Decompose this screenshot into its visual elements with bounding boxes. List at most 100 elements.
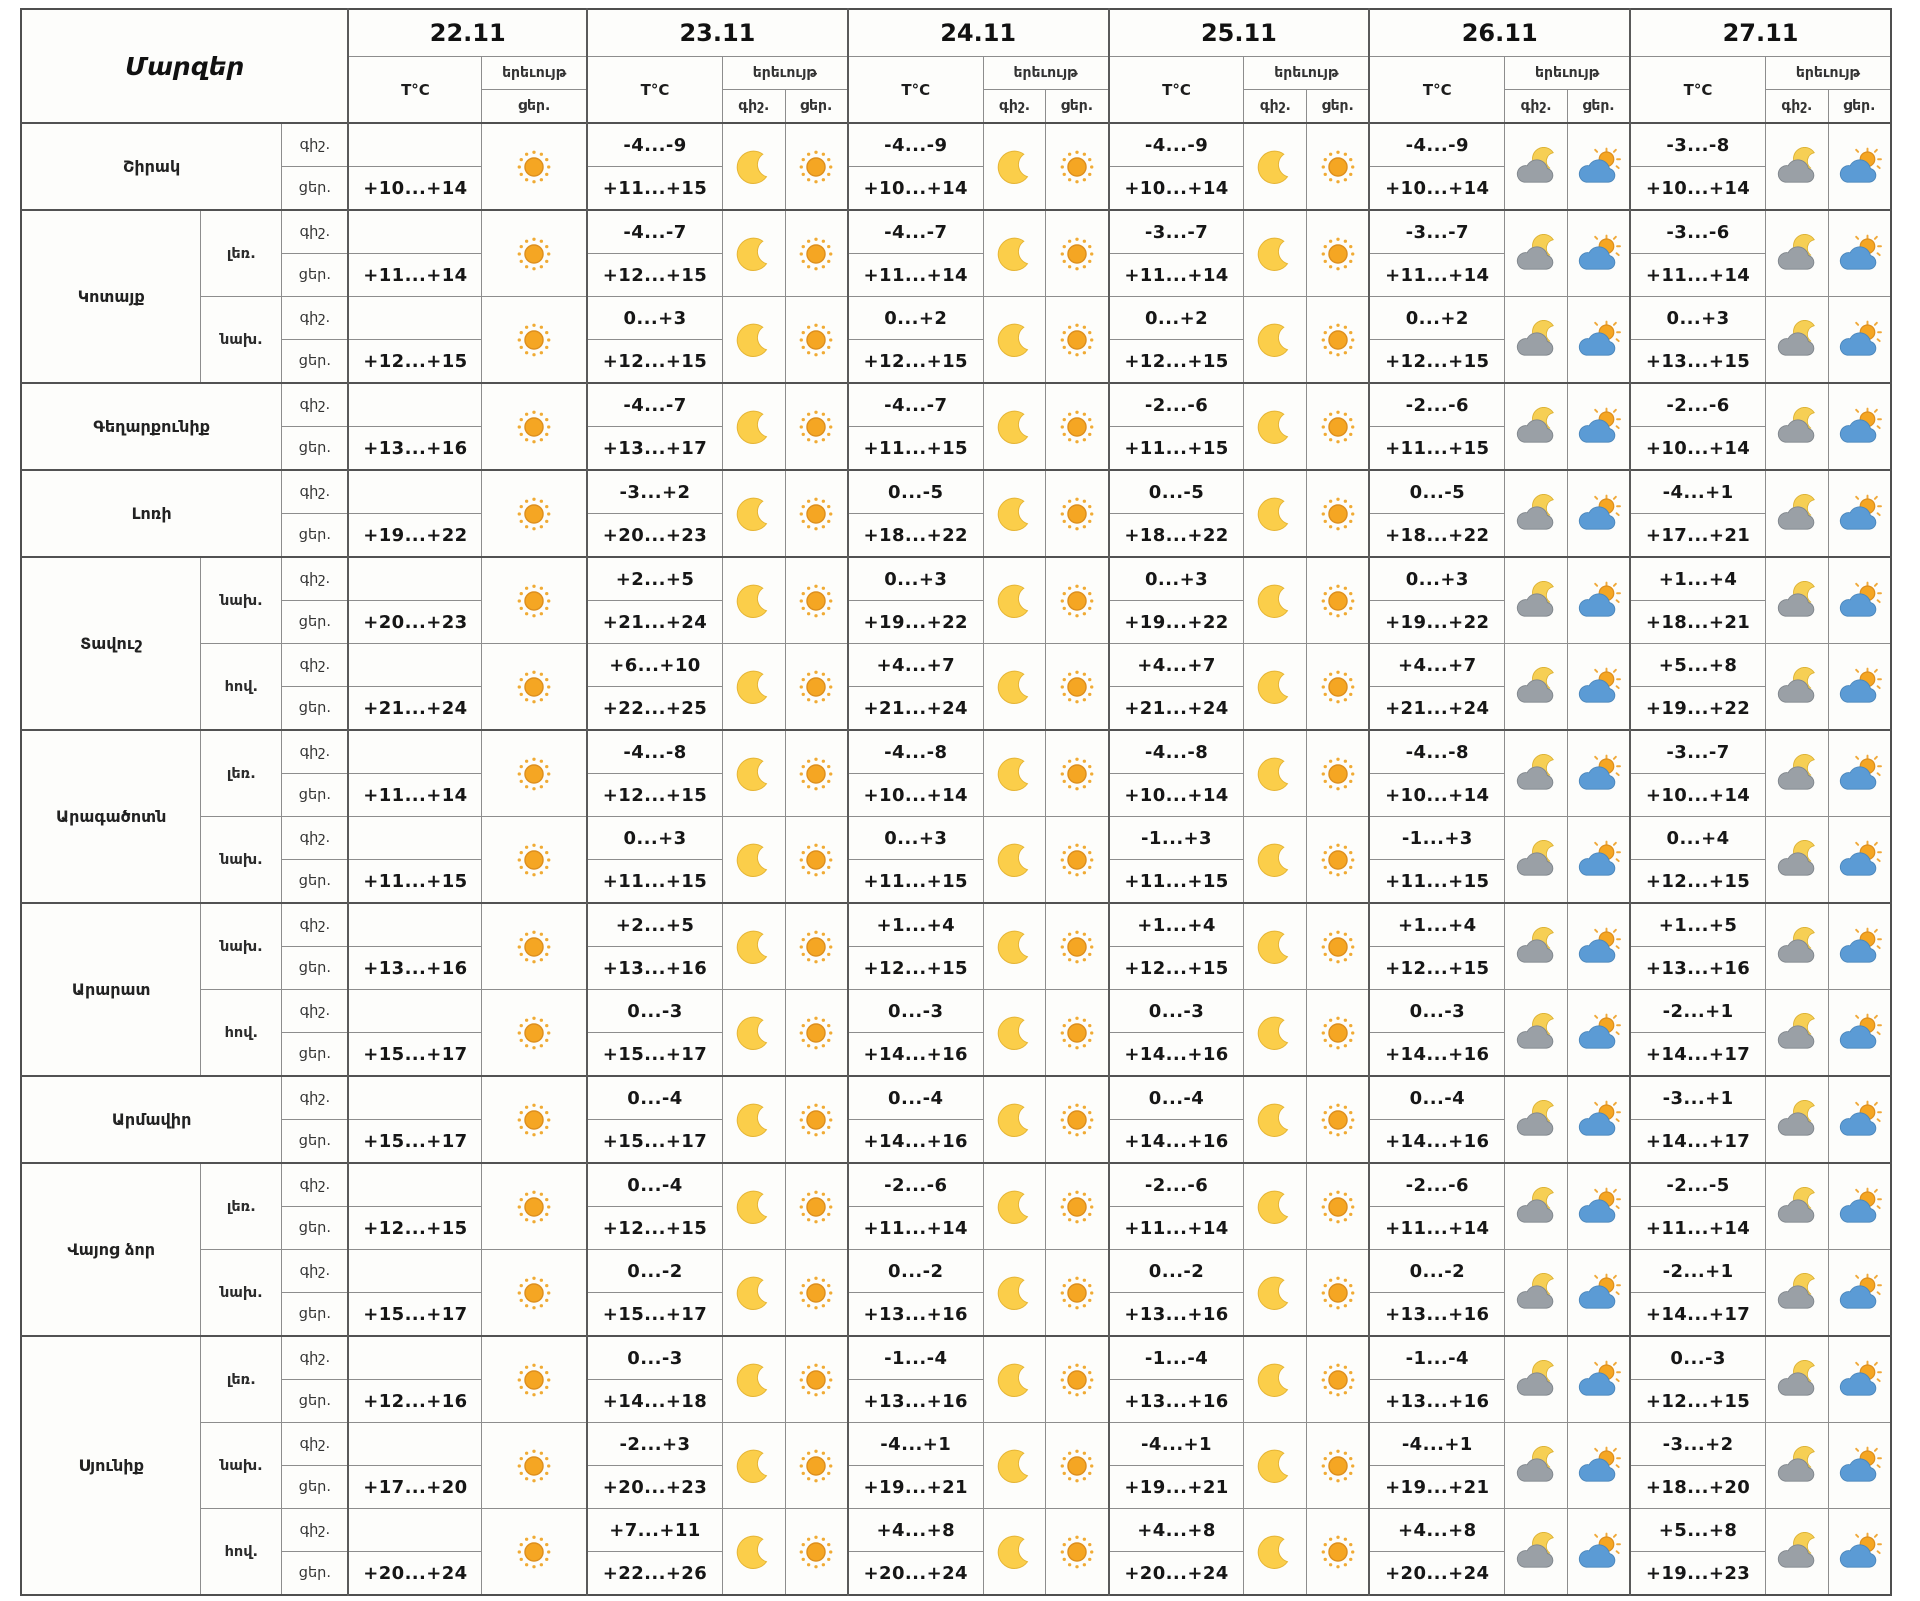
day-temp-cell: +15...+17 (586, 1292, 723, 1337)
phenomenon-cell (982, 469, 1047, 558)
cloud-moon-icon (1774, 927, 1820, 967)
phenomenon-cell (1566, 122, 1631, 211)
sun-icon (514, 408, 554, 446)
temp-header: T°C (1629, 56, 1767, 124)
day-temp-cell: +13...+16 (846, 1292, 984, 1337)
moon-icon (734, 408, 774, 446)
forecast-row-night: նախ. գիշ. 0...+3 0...+3 -1...+3 -1...+3 0...+… (21, 816, 1892, 904)
night-temp-cell (347, 1508, 483, 1552)
forecast-row-night: Արմավիր գիշ. 0...-4 0...-4 0...-4 0...-4 -3..… (20, 1075, 1892, 1164)
phenomenon-cell (1306, 816, 1370, 904)
day-temp-cell: +11...+14 (1107, 1206, 1245, 1250)
forecast-row-night: Կոտայք լեռ. գիշ. -4...-7 -4...-7 -3...-7 -3..… (20, 209, 1892, 384)
cloud-moon-icon (1513, 667, 1559, 707)
temp-header: T°C (846, 56, 984, 124)
forecast-tbody: Շիրակ գիշ. -4...-9 -4...-9 -4...-9 -4...-9 -3… (20, 122, 1892, 1596)
phenomenon-cell (721, 1075, 786, 1164)
day-temp-cell: +17...+20 (347, 1465, 483, 1509)
cloud-moon-icon (1513, 234, 1559, 274)
night-temp-cell: 0...-4 (1368, 1075, 1506, 1120)
day-temp-cell: +20...+24 (1368, 1551, 1506, 1596)
moon-icon (1255, 495, 1295, 533)
forecast-row-day: ցեր. +13...+16 +13...+16 +12...+15 +12...+15… (21, 946, 1891, 990)
night-col-header: գիշ. (721, 89, 786, 124)
sun-icon (514, 1533, 554, 1571)
phenomenon-cell (1306, 209, 1370, 297)
phenomenon-cell (1306, 1162, 1370, 1250)
moon-icon (995, 1014, 1035, 1052)
moon-icon (734, 755, 774, 793)
phenomenon-header: երեւույթ (1765, 56, 1892, 90)
phenomenon-cell (721, 643, 786, 731)
night-temp-cell: -1...-4 (846, 1335, 984, 1380)
night-temp-cell: +4...+7 (1107, 643, 1245, 687)
phenomenon-cell (1566, 643, 1631, 731)
temp-header: T°C (586, 56, 723, 124)
night-temp-cell: -4...-8 (1107, 729, 1245, 774)
day-row-label: ցեր. (281, 686, 349, 731)
night-row-label: գիշ. (281, 729, 349, 774)
night-temp-cell: -3...+2 (586, 469, 723, 514)
night-temp-cell: -3...-7 (1368, 209, 1506, 254)
night-temp-cell: -4...-9 (1368, 122, 1506, 167)
night-row-label: գիշ. (281, 1075, 349, 1120)
night-temp-cell: 0...-3 (586, 989, 723, 1033)
subregion-cell: լեռ. (200, 1162, 283, 1250)
cloud-sun-icon (1575, 147, 1621, 187)
cloud-moon-icon (1513, 1013, 1559, 1053)
day-temp-cell: +21...+24 (347, 686, 483, 731)
date-header-26-11: 26.11 (1368, 8, 1631, 57)
night-temp-cell: -2...-6 (1368, 1162, 1506, 1207)
phenomenon-cell (481, 382, 588, 471)
forecast-row-night: Լոռի գիշ. -3...+2 0...-5 0...-5 0...-5 -4...+… (20, 469, 1892, 558)
subregion-cell: նախ. (200, 556, 283, 644)
day-temp-cell: +14...+16 (1368, 1119, 1506, 1164)
cloud-moon-icon (1513, 1187, 1559, 1227)
day-temp-cell: +13...+15 (1629, 339, 1767, 384)
phenomenon-cell (1765, 1249, 1829, 1337)
cloud-sun-icon (1836, 147, 1882, 187)
night-temp-cell: 0...-3 (1107, 989, 1245, 1033)
moon-icon (1255, 1101, 1295, 1139)
phenomenon-cell (784, 122, 849, 211)
sun-icon (514, 1274, 554, 1312)
phenomenon-cell (1243, 469, 1308, 558)
sun-icon (796, 148, 836, 186)
sun-icon (514, 321, 554, 359)
day-temp-cell: +18...+22 (1107, 513, 1245, 558)
moon-icon (734, 1014, 774, 1052)
day-temp-cell: +13...+16 (1629, 946, 1767, 990)
sun-icon (1318, 321, 1358, 359)
day-temp-cell: +11...+15 (1368, 859, 1506, 904)
day-temp-cell: +14...+16 (846, 1032, 984, 1077)
moon-icon (734, 841, 774, 879)
phenomenon-cell (1765, 1422, 1829, 1509)
day-temp-cell: +20...+23 (586, 513, 723, 558)
phenomenon-cell (982, 209, 1047, 297)
cloud-moon-icon (1774, 667, 1820, 707)
forecast-row-day: ցեր. +20...+24 +22...+26 +20...+24 +20...+24… (21, 1551, 1891, 1596)
forecast-row-night: Արարատ նախ. գիշ. +2...+5 +1...+4 +1...+4 +1..… (20, 902, 1892, 1077)
moon-icon (734, 1188, 774, 1226)
phenomenon-cell (982, 902, 1047, 990)
phenomenon-cell (481, 469, 588, 558)
cloud-moon-icon (1513, 320, 1559, 360)
night-temp-cell: -4...-7 (846, 209, 984, 254)
moon-icon (1255, 1447, 1295, 1485)
moon-icon (995, 841, 1035, 879)
phenomenon-cell (1045, 989, 1110, 1077)
phenomenon-cell (1765, 989, 1829, 1077)
phenomenon-cell (982, 1075, 1047, 1164)
night-temp-cell: -1...-4 (1107, 1335, 1245, 1380)
night-temp-cell: 0...-4 (586, 1162, 723, 1207)
moon-icon (1255, 235, 1295, 273)
phenomenon-cell (1504, 1422, 1568, 1509)
night-temp-cell: -3...-8 (1629, 122, 1767, 167)
phenomenon-cell (1566, 382, 1631, 471)
phenomenon-cell (1827, 556, 1892, 644)
cloud-sun-icon (1836, 1532, 1882, 1572)
day-temp-cell: +20...+23 (347, 600, 483, 644)
night-temp-cell: +4...+7 (846, 643, 984, 687)
phenomenon-cell (1765, 1162, 1829, 1250)
night-temp-cell (347, 469, 483, 514)
